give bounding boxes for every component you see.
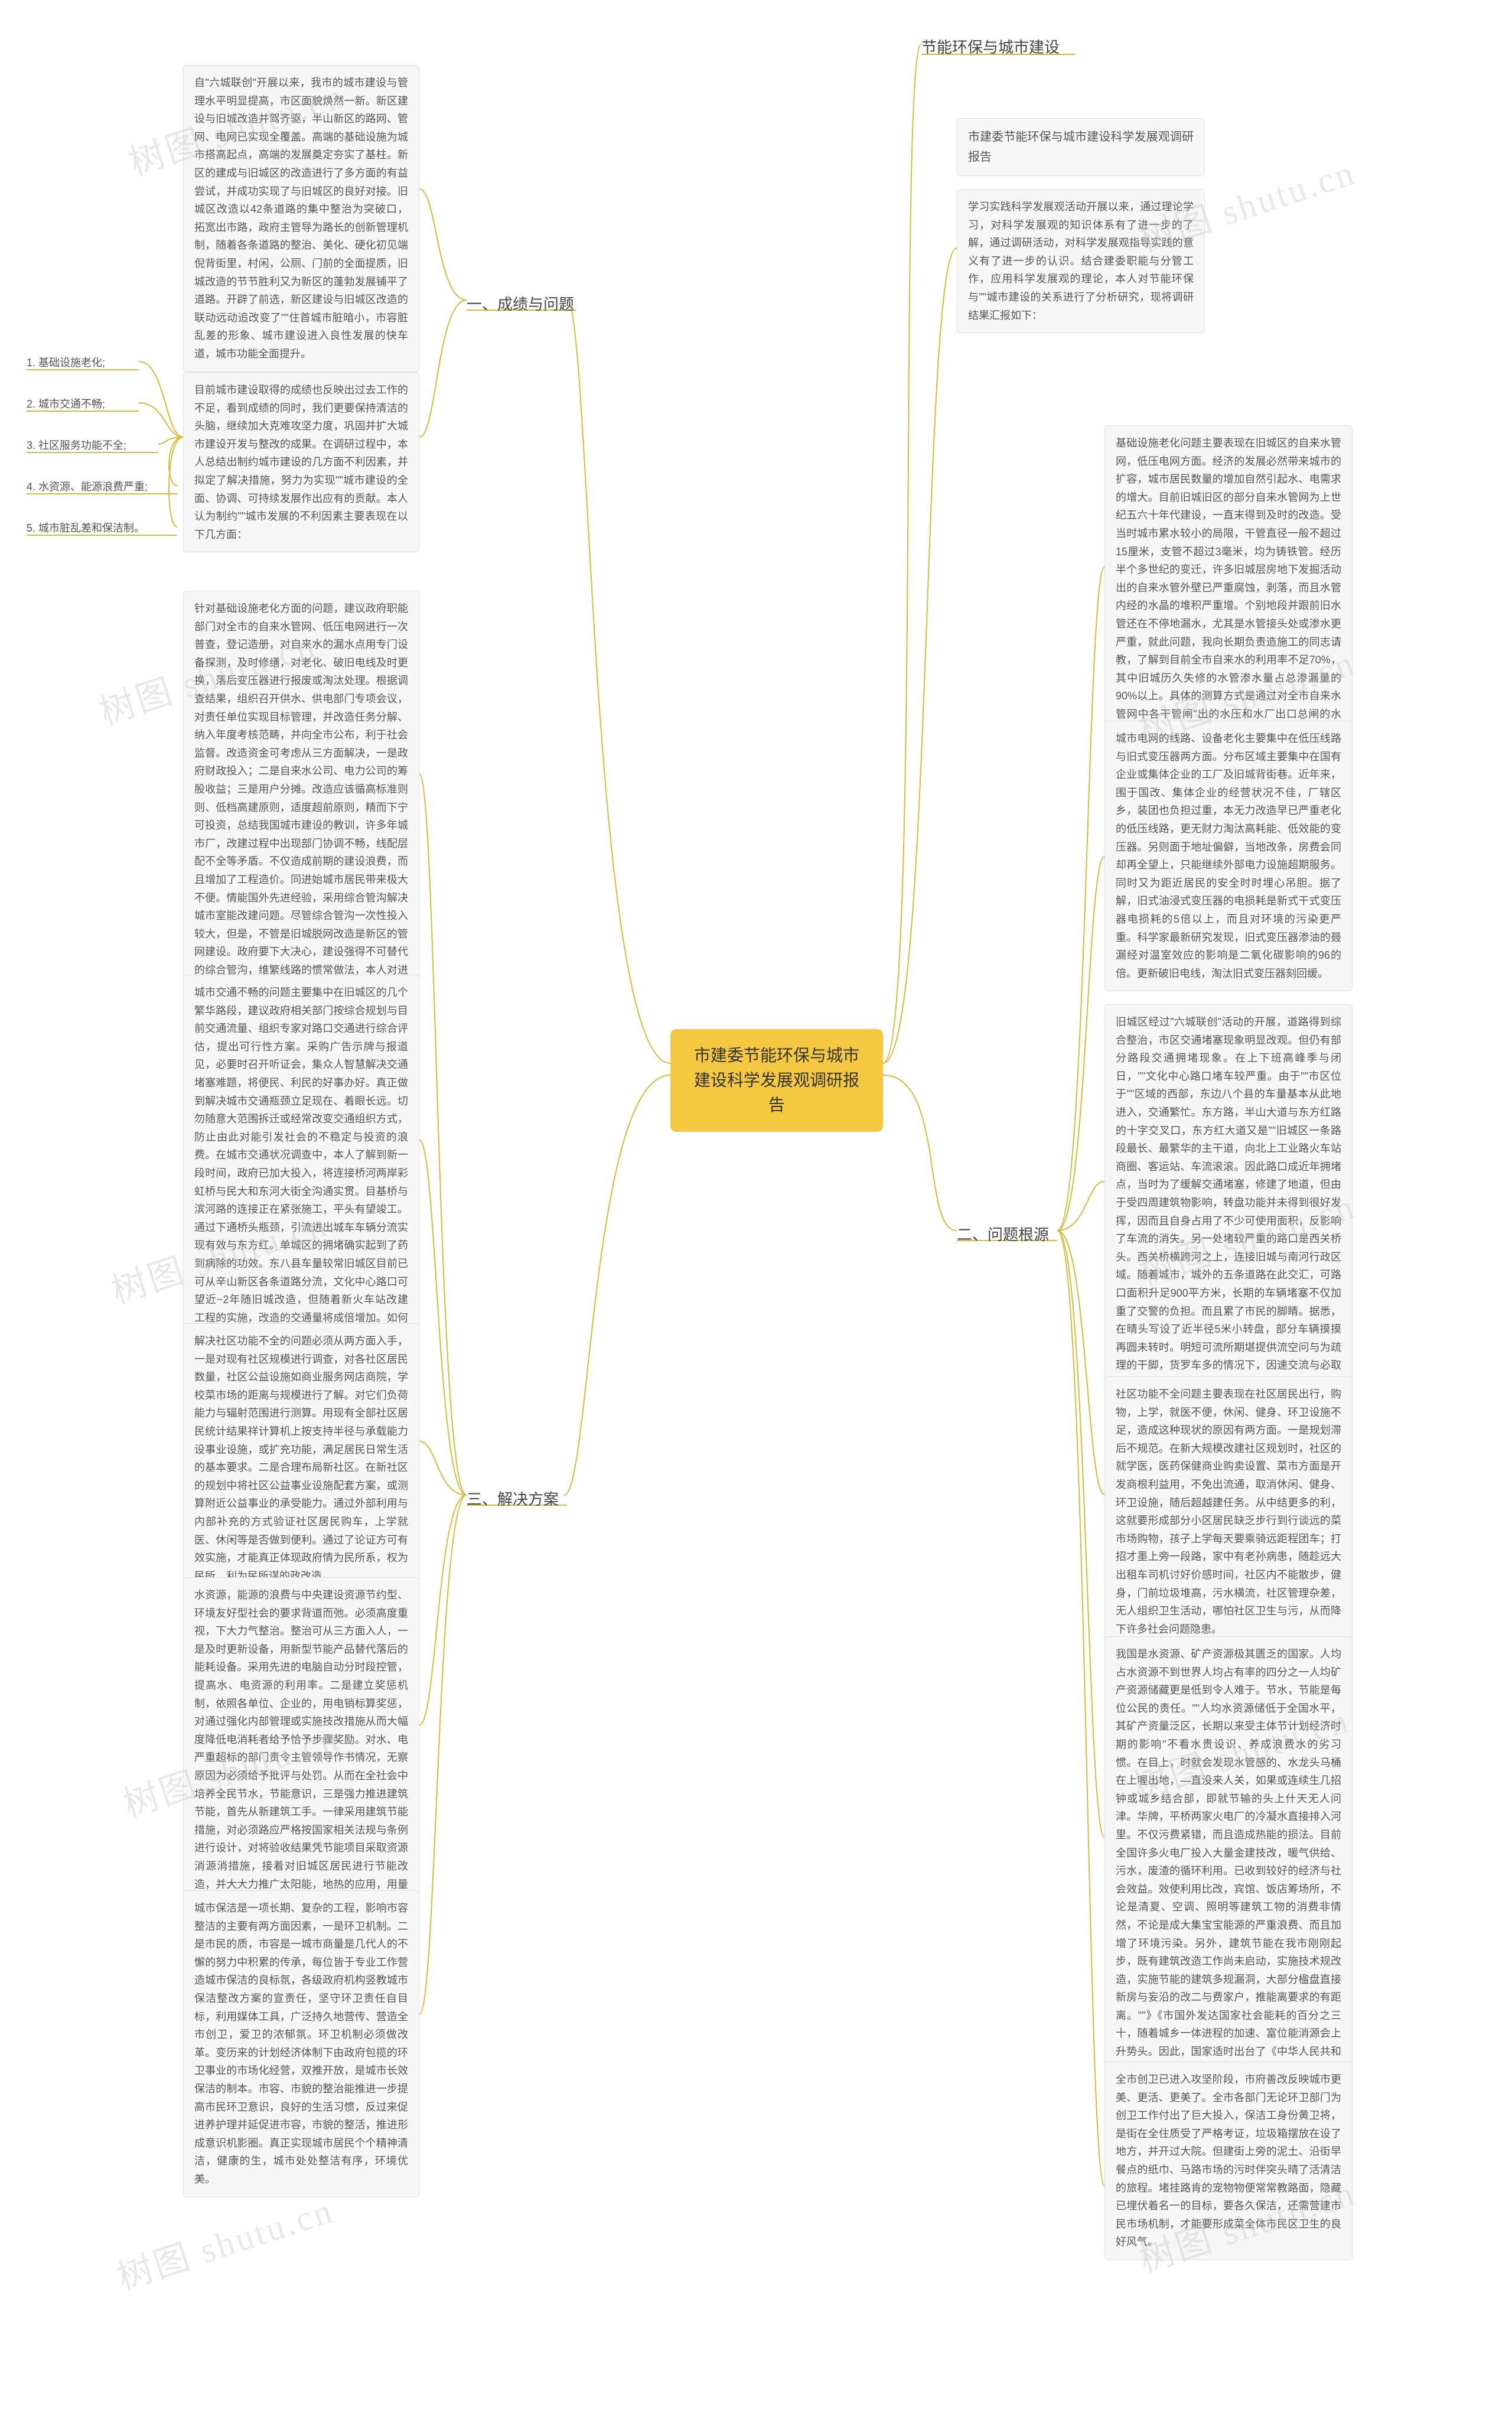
section-solutions: 三、解决方案	[467, 1487, 559, 1513]
top-right-title-box: 市建委节能环保与城市建设科学发展观调研报告	[957, 118, 1205, 176]
causes-box5: 我国是水资源、矿产资源极其匮乏的国家。人均占水资源不到世界人均占有率的四分之一人…	[1104, 1636, 1353, 2106]
causes-box3: 旧城区经过"六城联创"活动的开展，道路得到综合整治，市区交通堵塞现象明显改观。但…	[1104, 1004, 1353, 1438]
leaf-item-3: 3. 社区服务功能不全;	[27, 437, 126, 455]
leaf-item-1: 1. 基础设施老化;	[27, 354, 105, 372]
causes-box6: 全市创卫已进入攻坚阶段，市府善改反映城市更美、更活、更美了。全市各部门无论环卫部…	[1104, 2062, 1353, 2260]
leaf-item-2: 2. 城市交通不畅;	[27, 396, 105, 414]
section-achievements: 一、成绩与问题	[467, 292, 574, 318]
causes-box1: 基础设施老化问题主要表现在旧城区的自来水管网，低压电网方面。经济的发展必然带来城…	[1104, 425, 1353, 750]
solutions-box3: 解决社区功能不全的问题必须从两方面入手，一是对现有社区规模进行调查，对各社区居民…	[183, 1323, 419, 1594]
solutions-box4: 水资源，能源的浪费与中央建设资源节约型、环境友好型社会的要求背道而弛。必须高度重…	[183, 1577, 419, 1938]
top-right-label: 节能环保与城市建设	[921, 35, 1060, 61]
causes-box2: 城市电网的线路、设备老化主要集中在低压线路与旧式变压器两方面。分布区域主要集中在…	[1104, 721, 1353, 991]
achievements-box1: 自"六城联创"开展以来，我市的城市建设与管理水平明显提高，市区面貌焕然一新。新区…	[183, 65, 419, 372]
top-right-intro-box: 学习实践科学发展观活动开展以来，通过理论学习，对科学发展观的知识体系有了进一步的…	[957, 189, 1205, 333]
solutions-box5: 城市保洁是一项长期、复杂的工程，影响市容整洁的主要有两方面因素，一是环卫机制。二…	[183, 1890, 419, 2197]
section-root-causes: 二、问题根源	[957, 1223, 1049, 1248]
leaf-item-4: 4. 水资源、能源浪费严重;	[27, 478, 148, 496]
watermark: 树图 shutu.cn	[110, 2182, 340, 2300]
achievements-sub-box: 目前城市建设取得的成绩也反映出过去工作的不足，看到成绩的同时，我们更要保持清洁的…	[183, 372, 419, 552]
causes-box4: 社区功能不全问题主要表现在社区居民出行，购物，上学，就医不便，休闲、健身、环卫设…	[1104, 1376, 1353, 1647]
root-node: 市建委节能环保与城市建设科学发展观调研报告	[670, 1029, 883, 1132]
leaf-item-5: 5. 城市脏乱差和保洁制。	[27, 520, 145, 538]
